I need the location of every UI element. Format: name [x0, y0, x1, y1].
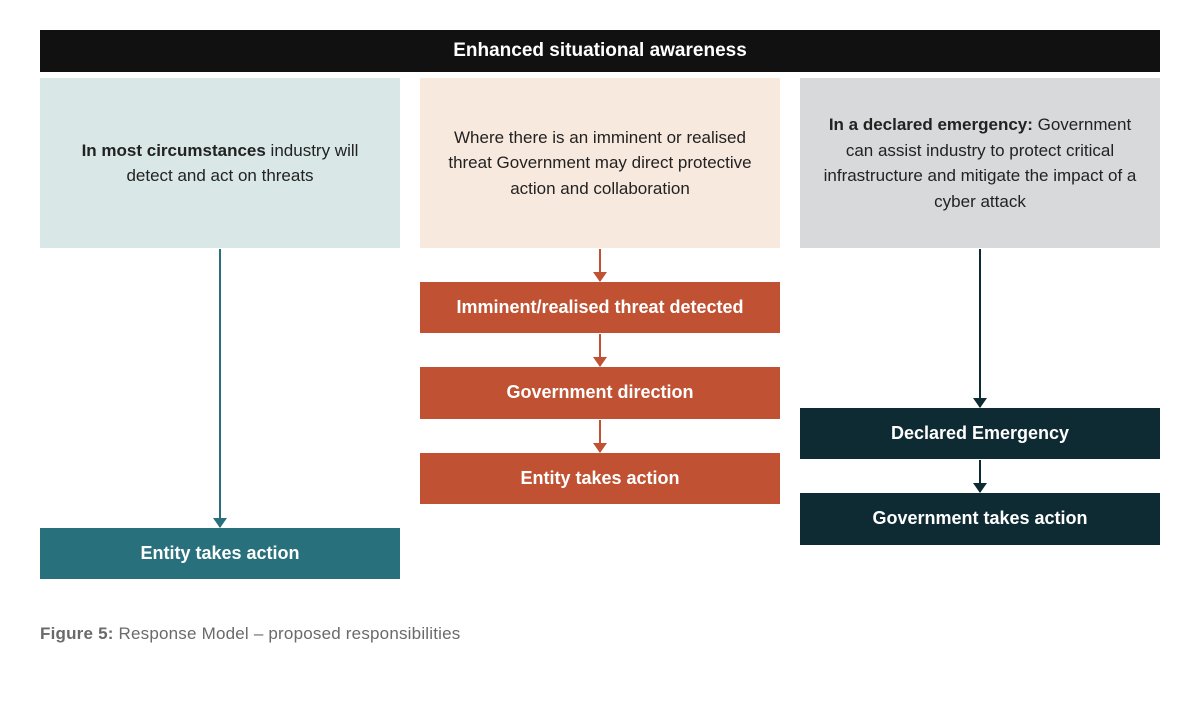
arrow-line-icon [599, 420, 601, 452]
figure-caption-text: Response Model – proposed responsibiliti… [114, 624, 461, 643]
figure-caption-label: Figure 5: [40, 624, 114, 643]
step-2-2: Entity takes action [420, 453, 780, 504]
step-2-0: Imminent/realised threat detected [420, 282, 780, 333]
figure-caption: Figure 5: Response Model – proposed resp… [40, 624, 1160, 644]
arrow-line-icon [599, 249, 601, 281]
scenario-box-3: In a declared emergency: Government can … [800, 78, 1160, 248]
step-3-1: Government takes action [800, 493, 1160, 544]
step-1-0: Entity takes action [40, 528, 400, 579]
step-3-0: Declared Emergency [800, 408, 1160, 459]
arrow-2-1 [599, 333, 601, 367]
column-3: In a declared emergency: Government can … [800, 78, 1160, 579]
scenario-1-lead: In most circumstances [82, 141, 266, 160]
column-2: Where there is an imminent or realised t… [420, 78, 780, 579]
arrow-3-0 [979, 248, 981, 408]
arrow-line-icon [599, 334, 601, 366]
scenario-text-2: Where there is an imminent or realised t… [442, 125, 758, 202]
arrow-3-1 [979, 459, 981, 493]
scenario-box-2: Where there is an imminent or realised t… [420, 78, 780, 248]
scenario-box-1: In most circumstances industry will dete… [40, 78, 400, 248]
arrow-2-2 [599, 419, 601, 453]
arrow-line-icon [979, 460, 981, 492]
scenario-text-3: In a declared emergency: Government can … [822, 112, 1138, 214]
step-2-1: Government direction [420, 367, 780, 418]
arrow-line-icon [979, 249, 981, 407]
arrow-line-icon [219, 249, 221, 527]
arrow-1-0 [219, 248, 221, 528]
scenario-2-rest: Where there is an imminent or realised t… [448, 128, 751, 198]
arrow-2-0 [599, 248, 601, 282]
scenario-text-1: In most circumstances industry will dete… [62, 138, 378, 189]
scenario-3-lead: In a declared emergency: [829, 115, 1033, 134]
columns-container: In most circumstances industry will dete… [40, 78, 1160, 579]
column-1: In most circumstances industry will dete… [40, 78, 400, 579]
header-bar: Enhanced situational awareness [40, 30, 1160, 72]
